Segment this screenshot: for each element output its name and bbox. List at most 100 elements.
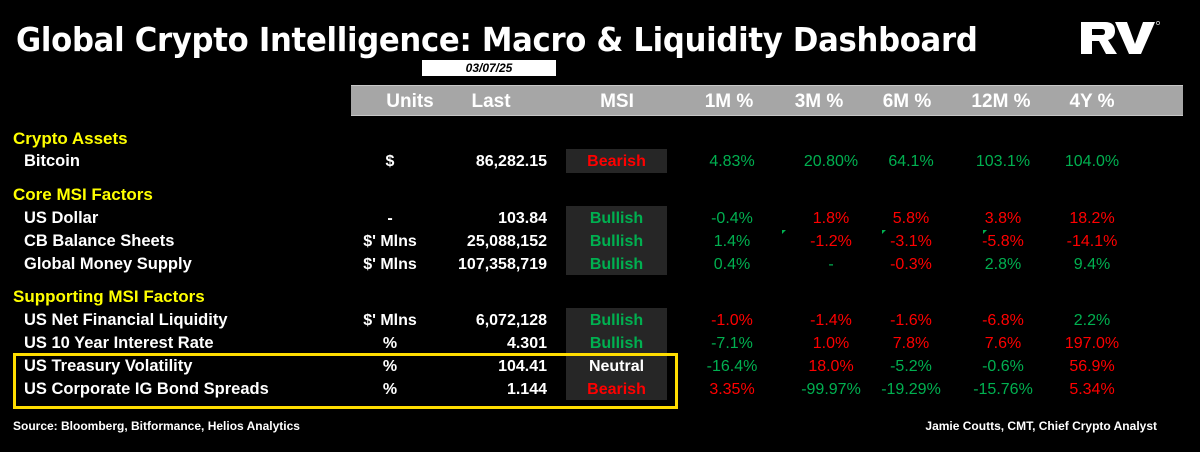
msi-badge: Bullish [589, 335, 644, 352]
row-units: $' Mlns [363, 312, 417, 329]
pct-1m: 1.4% [713, 233, 751, 250]
table-row: US Corporate IG Bond Spreads % 1.144 Bea… [0, 378, 1200, 401]
pct-6m: -19.29% [881, 381, 941, 398]
pct-4y: 2.2% [1073, 312, 1111, 329]
pct-12m: 2.8% [984, 256, 1022, 273]
row-units: % [382, 381, 398, 398]
row-last: 104.41 [498, 358, 547, 375]
highlight-box [13, 353, 678, 409]
pct-1m: -0.4% [711, 210, 753, 227]
pct-6m: 7.8% [892, 335, 930, 352]
row-name: US Corporate IG Bond Spreads [24, 380, 269, 398]
row-units: % [382, 358, 398, 375]
col-12m: 12M % [971, 91, 1031, 112]
pct-12m: -15.76% [973, 381, 1033, 398]
msi-badge: Bullish [589, 233, 644, 250]
source-note: Source: Bloomberg, Bitformance, Helios A… [13, 419, 300, 433]
row-units: $ [385, 153, 395, 170]
pct-1m: -1.0% [711, 312, 753, 329]
col-6m: 6M % [882, 91, 932, 112]
author-credit: Jamie Coutts, CMT, Chief Crypto Analyst [925, 419, 1157, 433]
pct-6m: 64.1% [888, 153, 934, 170]
row-last: 103.84 [498, 210, 547, 227]
pct-1m: 3.35% [709, 381, 755, 398]
pct-1m: 0.4% [713, 256, 751, 273]
col-last: Last [471, 91, 511, 112]
col-units: Units [386, 91, 434, 112]
cell-error-indicator-icon [983, 230, 987, 234]
row-name: US Net Financial Liquidity [24, 311, 228, 329]
row-last: 25,088,152 [466, 233, 547, 250]
column-header-bar: Units Last MSI 1M % 3M % 6M % 12M % 4Y % [351, 85, 1183, 116]
pct-4y: 18.2% [1069, 210, 1115, 227]
section-core-msi-factors: Core MSI Factors [13, 185, 153, 204]
msi-cell-bg [566, 206, 667, 275]
row-last: 6,072,128 [475, 312, 547, 329]
row-name: US Dollar [24, 209, 99, 227]
pct-12m: -0.6% [982, 358, 1024, 375]
pct-3m: - [828, 256, 834, 273]
pct-12m: 103.1% [975, 153, 1031, 170]
pct-3m: -99.97% [801, 381, 861, 398]
col-3m: 3M % [794, 91, 844, 112]
pct-6m: -5.2% [890, 358, 932, 375]
table-row: CB Balance Sheets $' Mlns 25,088,152 Bul… [0, 230, 1200, 253]
pct-4y: -14.1% [1066, 233, 1118, 250]
row-name: US 10 Year Interest Rate [24, 334, 214, 352]
pct-4y: 197.0% [1064, 335, 1120, 352]
table-row: US Treasury Volatility % 104.41 Neutral … [0, 355, 1200, 378]
col-4y: 4Y % [1069, 91, 1115, 112]
row-name: Bitcoin [24, 152, 80, 170]
row-units: % [382, 335, 398, 352]
cell-error-indicator-icon [882, 230, 886, 234]
pct-12m: -6.8% [982, 312, 1024, 329]
msi-badge: Neutral [588, 358, 645, 375]
pct-12m: -5.8% [982, 233, 1024, 250]
row-last: 107,358,719 [458, 256, 547, 273]
section-supporting-msi-factors: Supporting MSI Factors [13, 287, 205, 306]
msi-badge: Bullish [589, 210, 644, 227]
pct-1m: -7.1% [711, 335, 753, 352]
cell-error-indicator-icon [782, 230, 786, 234]
pct-12m: 7.6% [984, 335, 1022, 352]
table-row: US 10 Year Interest Rate % 4.301 Bullish… [0, 332, 1200, 355]
msi-badge: Bearish [587, 153, 646, 170]
col-1m: 1M % [704, 91, 754, 112]
row-last: 4.301 [506, 335, 547, 352]
row-last: 1.144 [506, 381, 547, 398]
row-name: CB Balance Sheets [24, 232, 175, 250]
msi-badge: Bearish [587, 381, 646, 398]
pct-3m: 20.80% [803, 153, 859, 170]
dashboard-title: Global Crypto Intelligence: Macro & Liqu… [16, 20, 978, 59]
col-msi: MSI [600, 91, 634, 112]
row-units: - [387, 210, 393, 227]
pct-12m: 3.8% [984, 210, 1022, 227]
row-name: Global Money Supply [24, 255, 192, 273]
section-crypto-assets: Crypto Assets [13, 129, 128, 148]
row-units: $' Mlns [363, 233, 417, 250]
pct-6m: -3.1% [890, 233, 932, 250]
pct-4y: 5.34% [1069, 381, 1115, 398]
msi-badge: Bullish [589, 256, 644, 273]
pct-4y: 104.0% [1064, 153, 1120, 170]
rv-logo-icon [1081, 21, 1160, 54]
pct-3m: 1.0% [812, 335, 850, 352]
pct-3m: 1.8% [812, 210, 850, 227]
row-units: $' Mlns [363, 256, 417, 273]
table-row: US Dollar - 103.84 Bullish -0.4% 1.8% 5.… [0, 207, 1200, 230]
row-name: US Treasury Volatility [24, 357, 193, 375]
pct-3m: -1.2% [810, 233, 852, 250]
pct-3m: 18.0% [808, 358, 854, 375]
pct-6m: 5.8% [892, 210, 930, 227]
msi-badge: Bullish [589, 312, 644, 329]
pct-4y: 56.9% [1069, 358, 1115, 375]
report-date: 03/07/25 [422, 60, 556, 76]
row-last: 86,282.15 [475, 153, 547, 170]
pct-4y: 9.4% [1073, 256, 1111, 273]
msi-cell-bg [566, 149, 667, 173]
table-row: Global Money Supply $' Mlns 107,358,719 … [0, 253, 1200, 276]
table-row: Bitcoin $ 86,282.15 Bearish 4.83% 20.80%… [0, 150, 1200, 173]
pct-3m: -1.4% [810, 312, 852, 329]
pct-6m: -1.6% [890, 312, 932, 329]
table-row: US Net Financial Liquidity $' Mlns 6,072… [0, 309, 1200, 332]
